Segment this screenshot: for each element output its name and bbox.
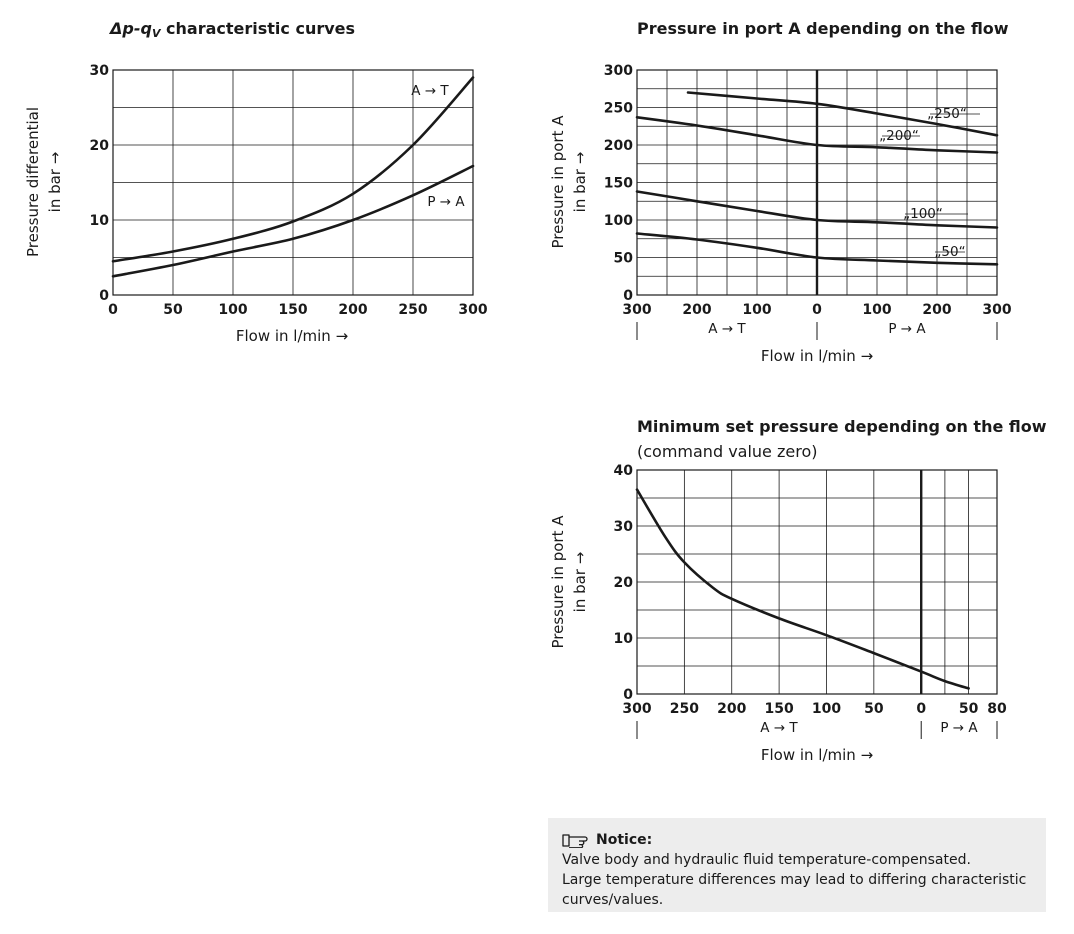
pointing-hand-icon (562, 834, 588, 848)
series-line (686, 91, 999, 137)
notice-line-2: Large temperature differences may lead t… (562, 872, 1027, 888)
x-tick-label: 50 (163, 302, 183, 318)
chart3-subtitle: (command value zero) (637, 442, 817, 461)
series-line (111, 76, 475, 263)
series-label: A → T (411, 83, 449, 99)
grid (112, 69, 474, 296)
y-tick-label: 0 (99, 288, 109, 304)
series-label: „50“ (934, 244, 965, 260)
x-tick-label: 150 (764, 701, 793, 717)
chart1-title: Δp-qV characteristic curves (108, 19, 355, 40)
x-tick-label: 100 (812, 701, 841, 717)
notice-heading: Notice: (596, 832, 653, 848)
y-tick-label: 150 (604, 176, 633, 192)
x-tick-label: 200 (338, 302, 367, 318)
pressure-port-a-chart: Pressure in port A depending on the flow… (549, 19, 1012, 365)
x-tick-label: 300 (622, 701, 651, 717)
y-axis-label: in bar → (571, 552, 589, 613)
y-axis-label: Pressure differential (24, 107, 42, 257)
flow-direction-label: P → A (940, 720, 978, 736)
x-tick-label: 100 (218, 302, 247, 318)
x-tick-label: 250 (398, 302, 427, 318)
x-tick-label: 300 (622, 302, 651, 318)
plot-frame (636, 469, 998, 695)
x-tick-label: 80 (987, 701, 1007, 717)
y-tick-label: 20 (614, 575, 634, 591)
series-line (635, 116, 999, 154)
y-tick-label: 10 (90, 213, 110, 229)
flow-direction-label: A → T (708, 321, 746, 337)
x-tick-label: 50 (864, 701, 884, 717)
y-tick-label: 10 (614, 631, 634, 647)
series-line (111, 164, 475, 278)
chart1-title-rest: characteristic curves (160, 19, 355, 38)
series-line (635, 232, 999, 266)
x-tick-label: 200 (682, 302, 711, 318)
x-tick-label: 250 (670, 701, 699, 717)
series-label: „200“ (879, 128, 919, 144)
flow-direction-label: A → T (760, 720, 798, 736)
series-label: P → A (427, 194, 465, 210)
y-tick-label: 30 (90, 63, 110, 79)
flow-direction-label: P → A (888, 321, 926, 337)
y-tick-label: 100 (604, 213, 633, 229)
y-axis-label: in bar → (46, 152, 64, 213)
x-tick-label: 200 (717, 701, 746, 717)
y-tick-label: 0 (623, 687, 633, 703)
y-tick-label: 30 (614, 519, 634, 535)
y-tick-label: 0 (623, 288, 633, 304)
y-tick-label: 200 (604, 138, 633, 154)
x-axis-label: Flow in l/min → (761, 746, 873, 764)
series-line (635, 488, 970, 690)
minimum-set-pressure-chart: Minimum set pressure depending on the fl… (549, 417, 1047, 764)
notice-line-3: curves/values. (562, 892, 664, 908)
x-axis-label: Flow in l/min → (236, 327, 348, 345)
x-tick-label: 0 (812, 302, 822, 318)
y-tick-label: 40 (614, 463, 634, 479)
x-tick-label: 300 (458, 302, 487, 318)
x-tick-label: 50 (959, 701, 979, 717)
notice-box: Notice: Valve body and hydraulic fluid t… (548, 818, 1046, 912)
plot-frame (112, 69, 474, 296)
notice-heading-row: Notice: (562, 830, 1032, 850)
y-axis-label: Pressure in port A (549, 115, 567, 249)
chart1-title-subscript: V (152, 27, 162, 40)
x-tick-label: 100 (742, 302, 771, 318)
series-label: „250“ (927, 106, 967, 122)
x-tick-label: 150 (278, 302, 307, 318)
x-tick-label: 0 (916, 701, 926, 717)
y-tick-label: 50 (614, 251, 634, 267)
chart3-title: Minimum set pressure depending on the fl… (637, 417, 1047, 436)
y-tick-label: 300 (604, 63, 633, 79)
x-tick-label: 300 (982, 302, 1011, 318)
notice-line-1: Valve body and hydraulic fluid temperatu… (562, 852, 971, 868)
chart2-title: Pressure in port A depending on the flow (637, 19, 1009, 38)
series-label: „100“ (903, 206, 943, 222)
x-axis-label: Flow in l/min → (761, 347, 873, 365)
x-tick-label: 200 (922, 302, 951, 318)
y-axis-label: Pressure in port A (549, 515, 567, 649)
series-line (635, 190, 999, 229)
x-tick-label: 100 (862, 302, 891, 318)
y-tick-label: 250 (604, 101, 633, 117)
grid (636, 469, 998, 695)
y-axis-label: in bar → (571, 152, 589, 213)
x-tick-label: 0 (108, 302, 118, 318)
y-tick-label: 20 (90, 138, 110, 154)
chart1-title-prefix: Δp-q (108, 19, 152, 38)
